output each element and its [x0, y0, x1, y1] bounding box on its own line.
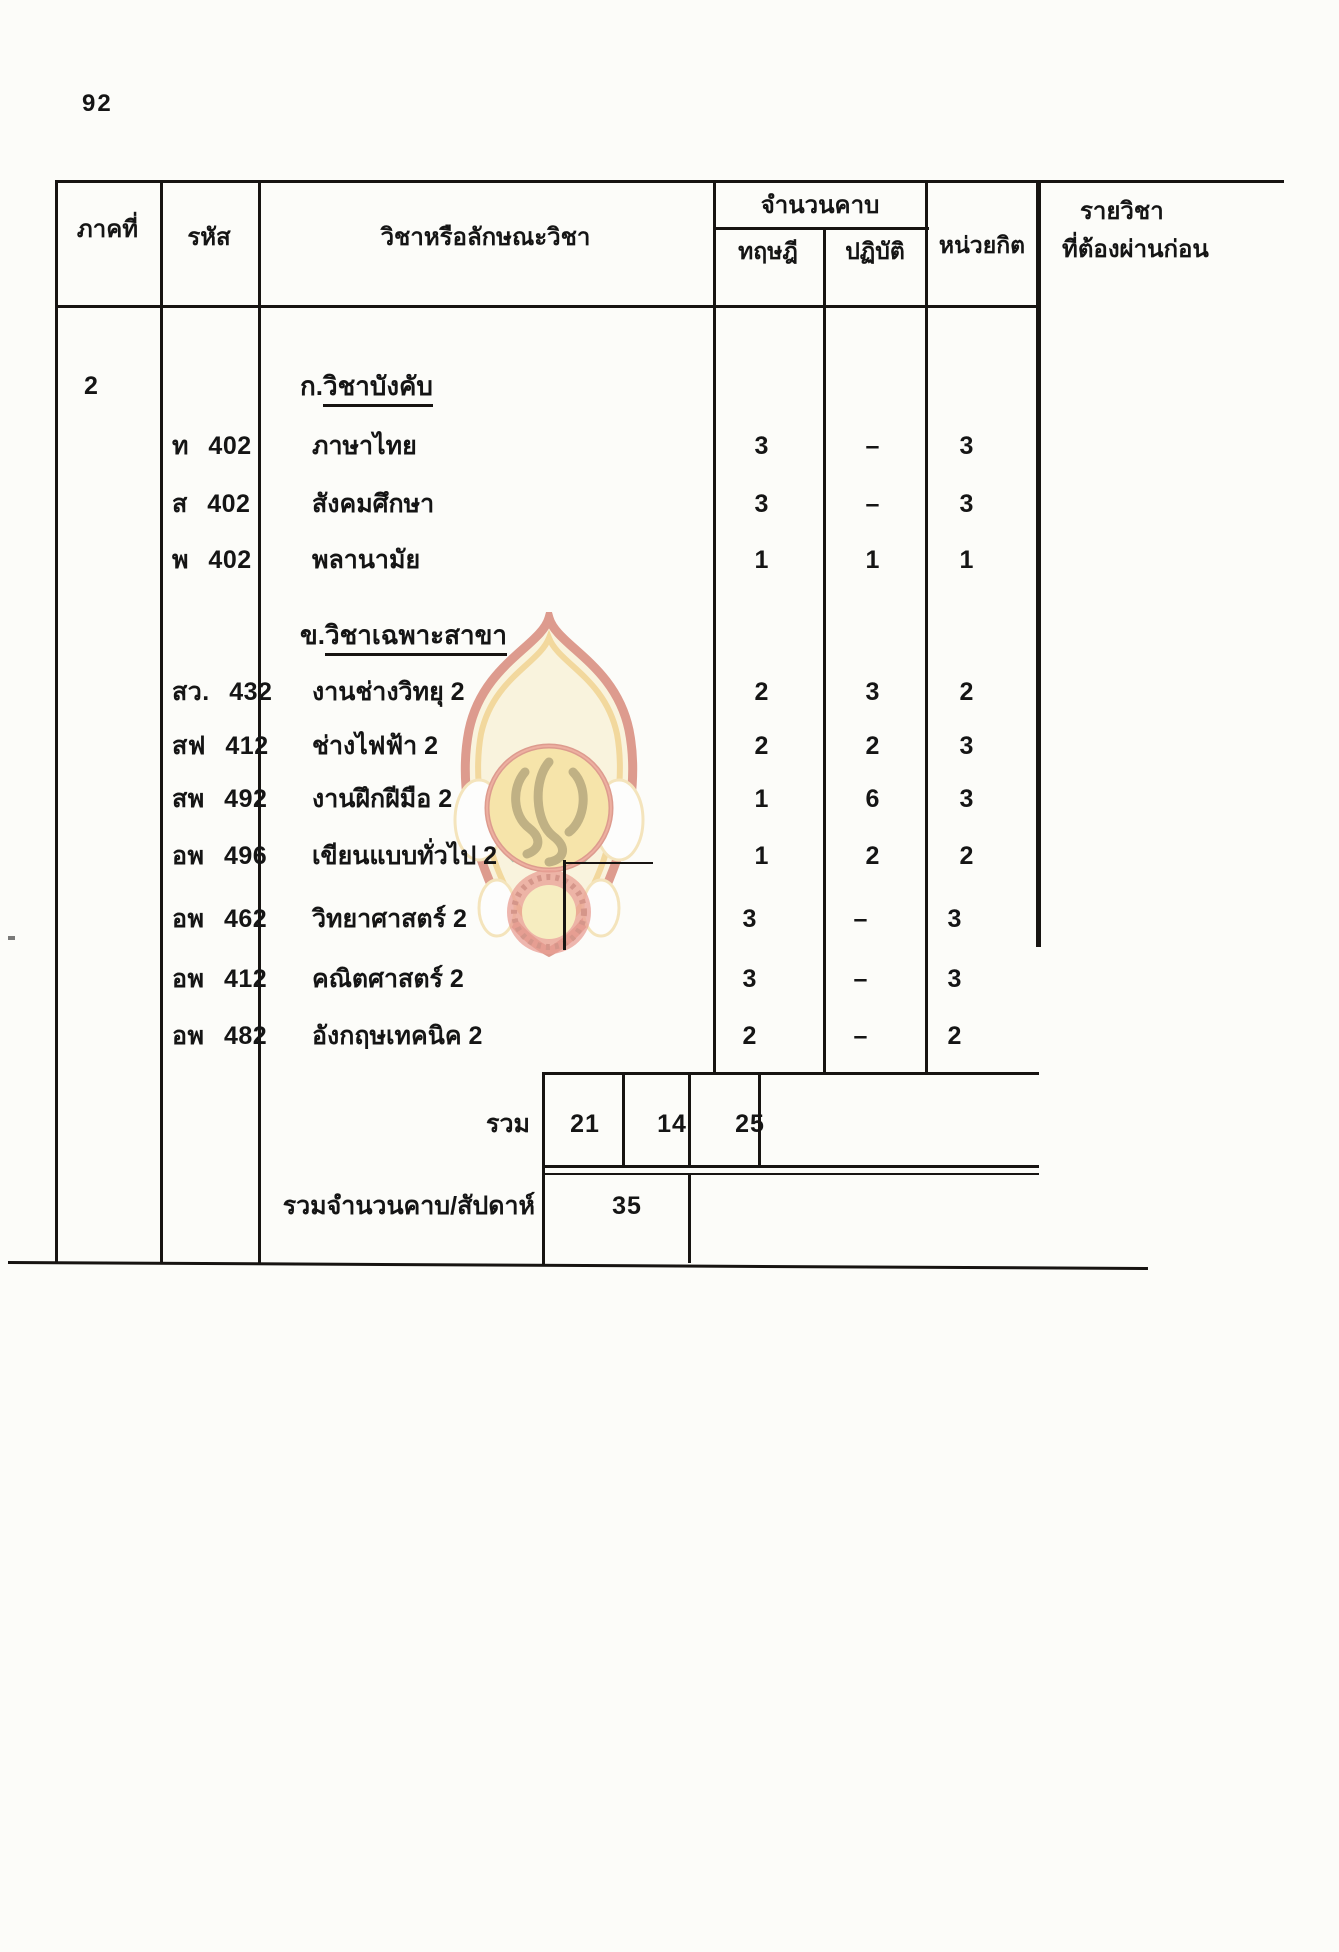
- cell-practice: –: [853, 905, 869, 933]
- table-rule-vertical: [563, 860, 566, 950]
- cell-code: อพ 482: [172, 1022, 268, 1050]
- section-prefix: ข.: [300, 620, 325, 650]
- cell-credits: 3: [959, 785, 975, 813]
- col-header-code: รหัส: [187, 224, 231, 251]
- cell-subject: งานฝึกฝีมือ 2: [312, 785, 453, 813]
- col-header-prerequisite-line1: รายวิชา: [1080, 198, 1164, 225]
- totals-theory: 21: [570, 1110, 600, 1138]
- cell-practice: –: [853, 965, 869, 993]
- cell-credits: 3: [947, 905, 963, 933]
- table-rule-vertical: [622, 1072, 625, 1168]
- table-rule-horizontal: [563, 862, 653, 864]
- weekly-total-value: 35: [612, 1192, 642, 1220]
- cell-credits: 2: [959, 842, 975, 870]
- totals-practice: 14: [657, 1110, 687, 1138]
- cell-practice: –: [865, 432, 881, 460]
- col-header-practice: ปฏิบัติ: [845, 238, 905, 264]
- col-header-prerequisite-line2: ที่ต้องผ่านก่อน: [1062, 236, 1209, 263]
- cell-theory: 3: [742, 965, 758, 993]
- cell-theory: 3: [754, 432, 770, 460]
- cell-code: สพ 492: [172, 785, 268, 813]
- cell-practice: 6: [865, 785, 881, 813]
- cell-subject: อังกฤษเทคนิค 2: [312, 1022, 483, 1050]
- cell-credits: 3: [959, 490, 975, 518]
- cell-credits: 3: [959, 732, 975, 760]
- cell-subject: ภาษาไทย: [312, 432, 417, 460]
- table-rule-vertical: [542, 1072, 545, 1264]
- seal-text-ring: [511, 874, 587, 950]
- cell-code: พ 402: [172, 546, 252, 574]
- table-rule-vertical: [160, 180, 163, 1264]
- cell-code: อพ 496: [172, 842, 268, 870]
- table-rule-vertical: [688, 1173, 691, 1263]
- ministry-of-education-seal-watermark: [413, 601, 685, 960]
- cell-code: ส 402: [172, 490, 251, 518]
- section-prefix: ก.: [300, 371, 323, 401]
- cell-theory: 2: [742, 1022, 758, 1050]
- cell-code: อพ 412: [172, 965, 268, 993]
- cell-subject: สังคมศึกษา: [312, 490, 435, 518]
- cell-credits: 3: [959, 432, 975, 460]
- cell-code: อพ 462: [172, 905, 268, 933]
- table-rule-vertical: [713, 180, 716, 1074]
- section-title: วิชาเฉพาะสาขา: [325, 620, 507, 656]
- col-header-theory: ทฤษฎี: [738, 238, 798, 264]
- page-number: 92: [82, 90, 113, 117]
- table-rule-horizontal: [713, 227, 929, 230]
- cell-subject: งานช่างวิทยุ 2: [312, 678, 465, 706]
- section-header: ข.วิชาเฉพาะสาขา: [300, 620, 507, 656]
- cell-subject: วิทยาศาสตร์ 2: [312, 905, 467, 933]
- table-rule-vertical: [823, 227, 826, 1074]
- table-rule-vertical: [258, 180, 261, 1264]
- cell-code: สฟ 412: [172, 732, 269, 760]
- cell-credits: 1: [959, 546, 975, 574]
- cell-practice: 2: [865, 842, 881, 870]
- semester-value: 2: [84, 372, 98, 400]
- cell-practice: –: [865, 490, 881, 518]
- table-rule-horizontal: [542, 1173, 1039, 1175]
- table-rule-vertical: [1036, 180, 1041, 947]
- section-title: วิชาบังคับ: [322, 371, 433, 407]
- seal-graphic: [453, 601, 645, 958]
- table-rule-horizontal: [542, 1165, 1039, 1168]
- cell-subject: พลานามัย: [312, 546, 421, 574]
- table-rule-vertical: [688, 1072, 691, 1168]
- cell-subject: เขียนแบบทั่วไป 2: [312, 842, 498, 870]
- cell-credits: 3: [947, 965, 963, 993]
- scan-speck: [8, 936, 15, 940]
- table-rule-vertical: [925, 180, 928, 1074]
- cell-subject: ช่างไฟฟ้า 2: [312, 732, 439, 760]
- section-header: ก.วิชาบังคับ: [300, 371, 433, 407]
- table-rule-vertical: [55, 180, 58, 1264]
- weekly-total-label: รวมจำนวนคาบ/สัปดาห์: [282, 1192, 535, 1220]
- cell-credits: 2: [947, 1022, 963, 1050]
- col-header-credits: หน่วยกิต: [938, 232, 1026, 258]
- cell-theory: 2: [754, 678, 770, 706]
- col-header-semester: ภาคที่: [76, 216, 139, 243]
- cell-practice: –: [853, 1022, 869, 1050]
- cell-practice: 1: [865, 546, 881, 574]
- cell-code: ท 402: [172, 432, 252, 460]
- col-header-periods: จำนวนคาบ: [760, 192, 880, 219]
- seal-monogram: [511, 757, 588, 867]
- table-rule-horizontal: [7, 1261, 1148, 1270]
- totals-label: รวม: [486, 1110, 530, 1138]
- cell-practice: 2: [865, 732, 881, 760]
- totals-credits: 25: [735, 1110, 765, 1138]
- table-rule-horizontal: [542, 1072, 1039, 1075]
- cell-credits: 2: [959, 678, 975, 706]
- cell-theory: 2: [754, 732, 770, 760]
- table-rule-horizontal: [55, 305, 1039, 308]
- col-header-subject: วิชาหรือลักษณะวิชา: [380, 224, 591, 251]
- cell-theory: 1: [754, 785, 770, 813]
- table-rule-vertical: [758, 1072, 761, 1168]
- cell-theory: 3: [754, 490, 770, 518]
- cell-theory: 1: [754, 546, 770, 574]
- cell-subject: คณิตศาสตร์ 2: [312, 965, 464, 993]
- table-rule-horizontal: [55, 180, 1284, 183]
- cell-theory: 3: [742, 905, 758, 933]
- cell-theory: 1: [754, 842, 770, 870]
- cell-practice: 3: [865, 678, 881, 706]
- cell-code: สว. 432: [172, 678, 273, 706]
